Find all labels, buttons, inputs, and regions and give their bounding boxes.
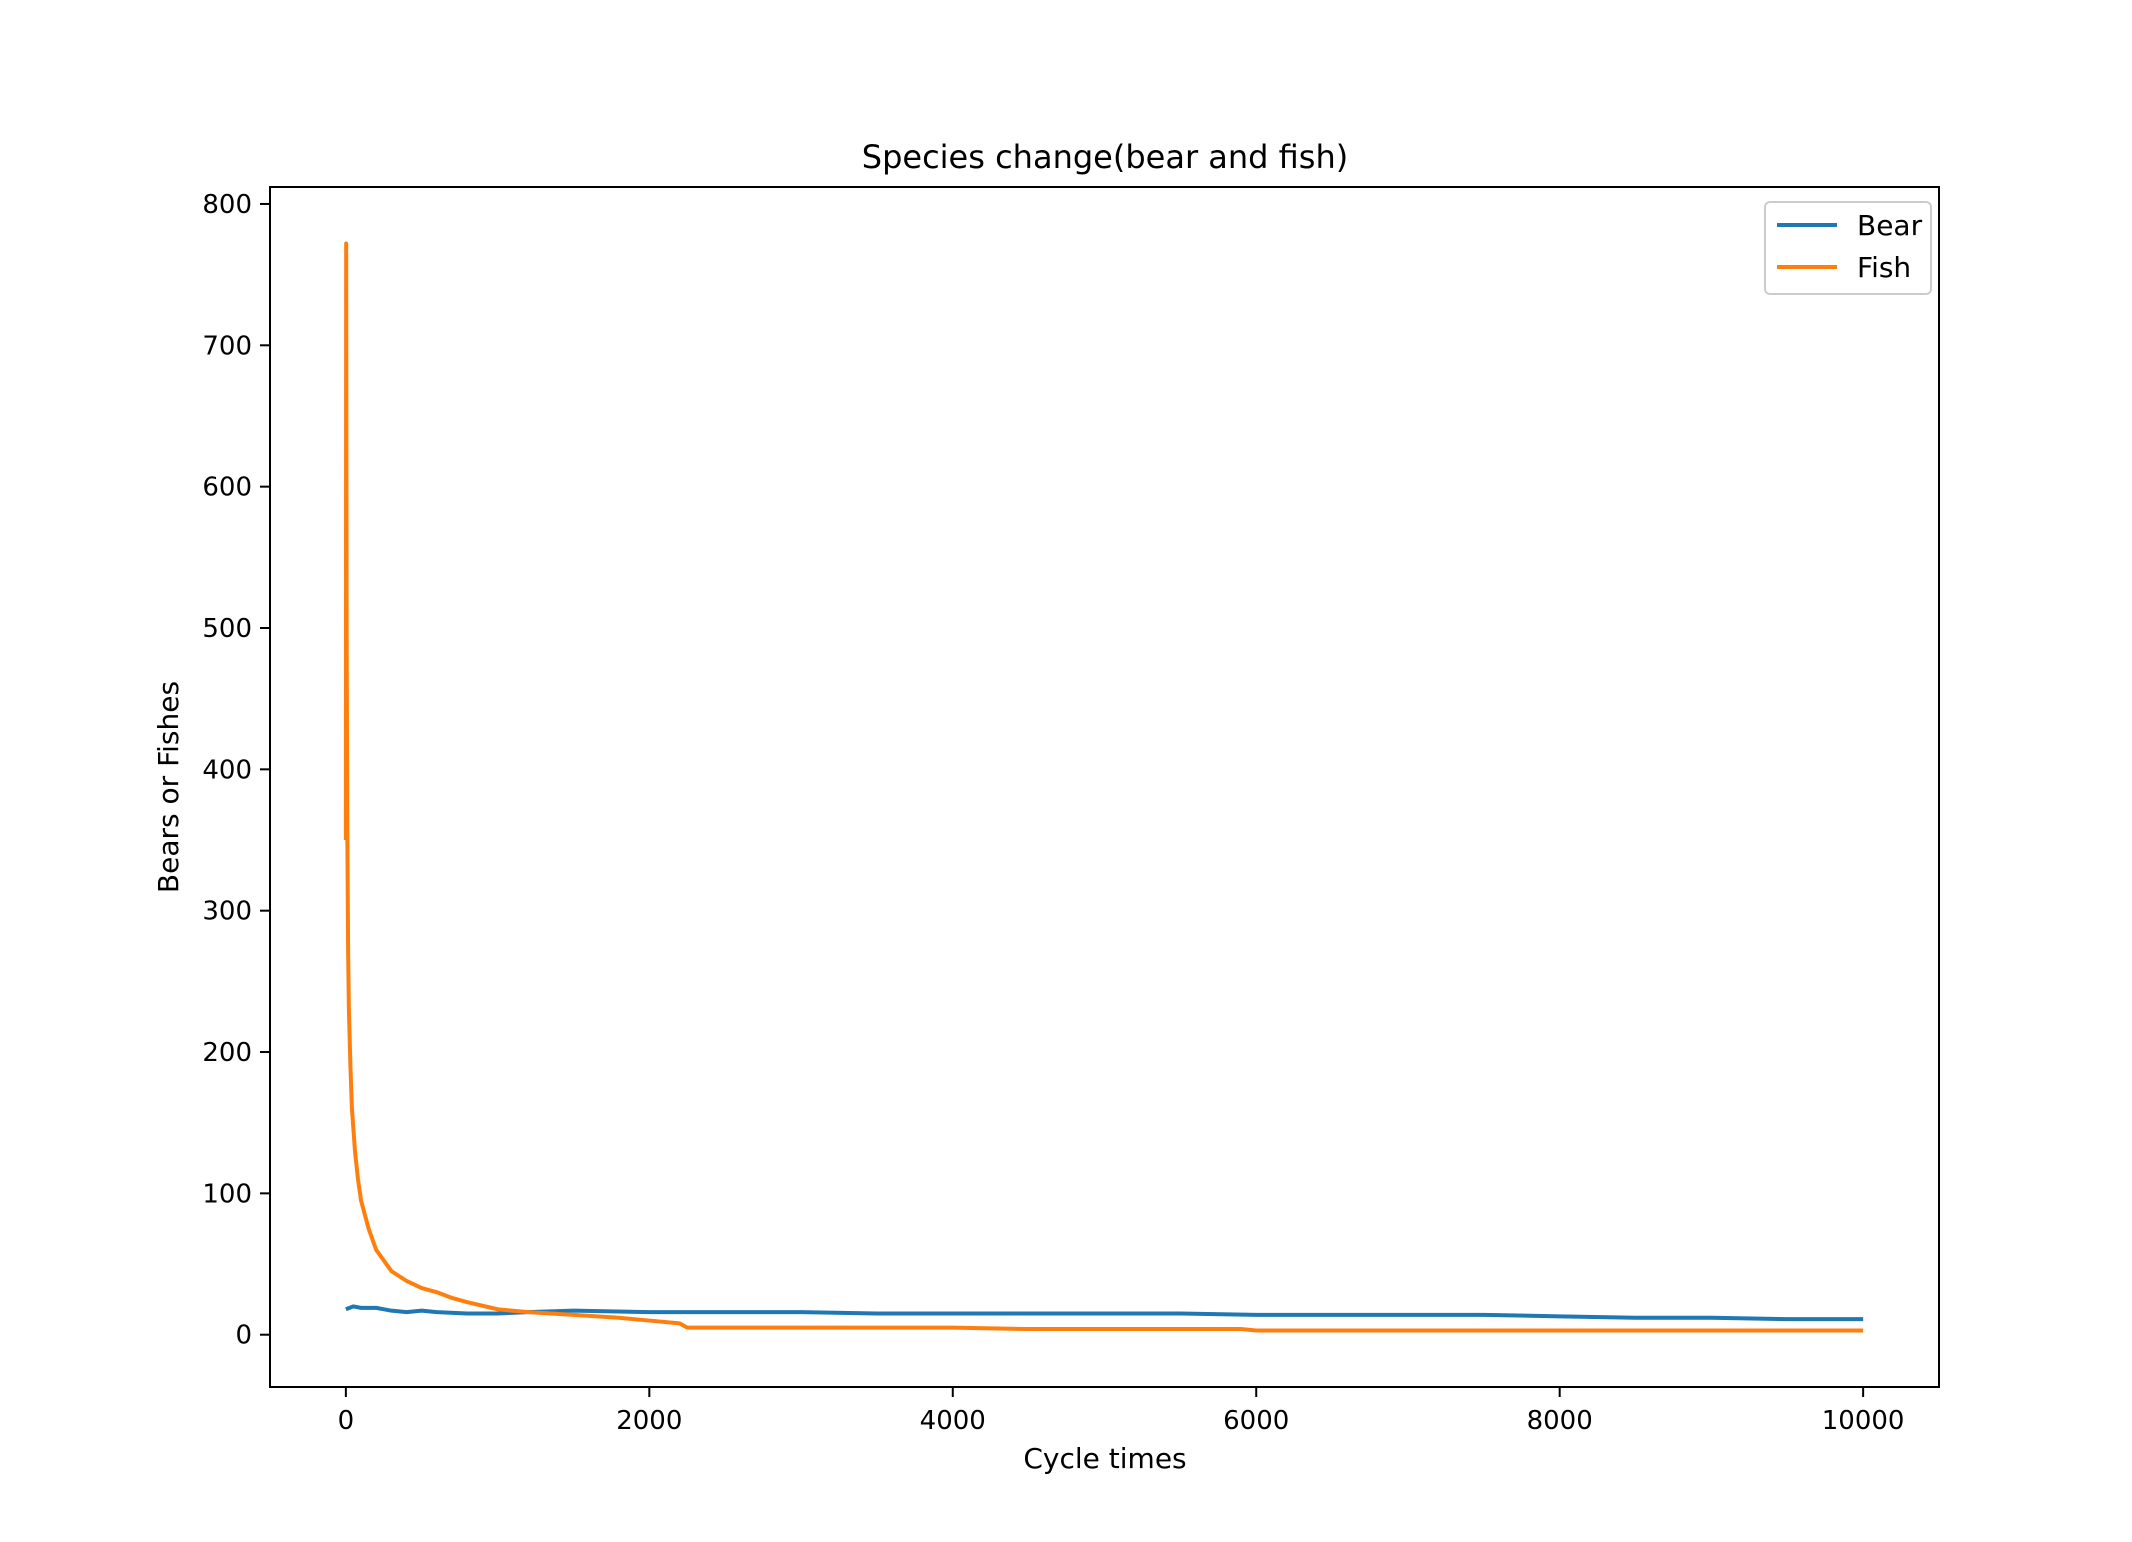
- x-tick-label: 10000: [1822, 1406, 1905, 1436]
- legend-label-bear: Bear: [1857, 209, 1923, 242]
- y-tick-label: 200: [202, 1038, 252, 1068]
- y-tick-label: 100: [202, 1179, 252, 1209]
- x-axis: 0 2000 4000 6000 8000 10000: [338, 1387, 1905, 1436]
- x-tick-label: 6000: [1223, 1406, 1289, 1436]
- x-axis-label: Cycle times: [1023, 1442, 1186, 1475]
- x-tick-label: 0: [338, 1406, 355, 1436]
- x-tick-label: 4000: [920, 1406, 986, 1436]
- legend: Bear Fish: [1764, 201, 1932, 295]
- axes-frame: [269, 186, 1940, 1388]
- y-axis-label: Bears or Fishes: [152, 681, 185, 893]
- y-tick-label: 700: [202, 331, 252, 361]
- series-line-bear: [345, 1304, 1864, 1322]
- series-line-fish: [343, 241, 1864, 1333]
- y-axis: 0 100 200 300 400 500 600 700 800: [202, 190, 270, 1351]
- series-layer: [343, 241, 1864, 1333]
- y-tick-label: 400: [202, 755, 252, 785]
- x-tick-label: 8000: [1527, 1406, 1593, 1436]
- chart-title: Species change(bear and fish): [862, 138, 1348, 176]
- x-tick-label: 2000: [616, 1406, 682, 1436]
- y-tick-label: 0: [235, 1321, 252, 1351]
- y-tick-label: 500: [202, 614, 252, 644]
- y-tick-label: 800: [202, 190, 252, 220]
- y-tick-label: 300: [202, 897, 252, 927]
- y-tick-label: 600: [202, 473, 252, 503]
- legend-label-fish: Fish: [1857, 251, 1911, 284]
